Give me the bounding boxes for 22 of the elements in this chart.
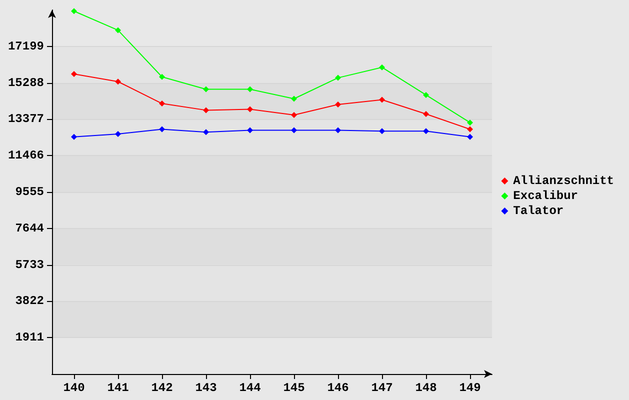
x-tick-label: 143 (195, 381, 217, 395)
x-tick-label: 149 (459, 381, 481, 395)
x-tick-label: 142 (151, 381, 173, 395)
x-tick-label: 140 (63, 381, 85, 395)
y-tick-label: 3822 (15, 294, 44, 308)
y-tick-label: 11466 (8, 148, 44, 163)
y-tick-label: 17199 (8, 39, 44, 54)
y-tick-label: 1911 (15, 330, 44, 345)
y-tick-label: 5733 (15, 258, 44, 272)
legend-label: Talator (513, 204, 564, 218)
x-tick-label: 141 (107, 381, 129, 395)
x-tick-label: 147 (371, 381, 393, 395)
x-tick-label: 145 (283, 381, 305, 395)
y-tick-label: 7644 (15, 221, 44, 236)
y-tick-label: 13377 (8, 112, 44, 126)
x-tick-label: 144 (239, 381, 261, 395)
y-tick-label: 9555 (15, 185, 44, 199)
legend-label: Allianzschnitt (513, 174, 614, 188)
y-tick-label: 15288 (8, 76, 44, 90)
legend-label: Excalibur (513, 189, 578, 203)
x-tick-label: 148 (415, 381, 437, 395)
x-tick-label: 146 (327, 381, 349, 395)
